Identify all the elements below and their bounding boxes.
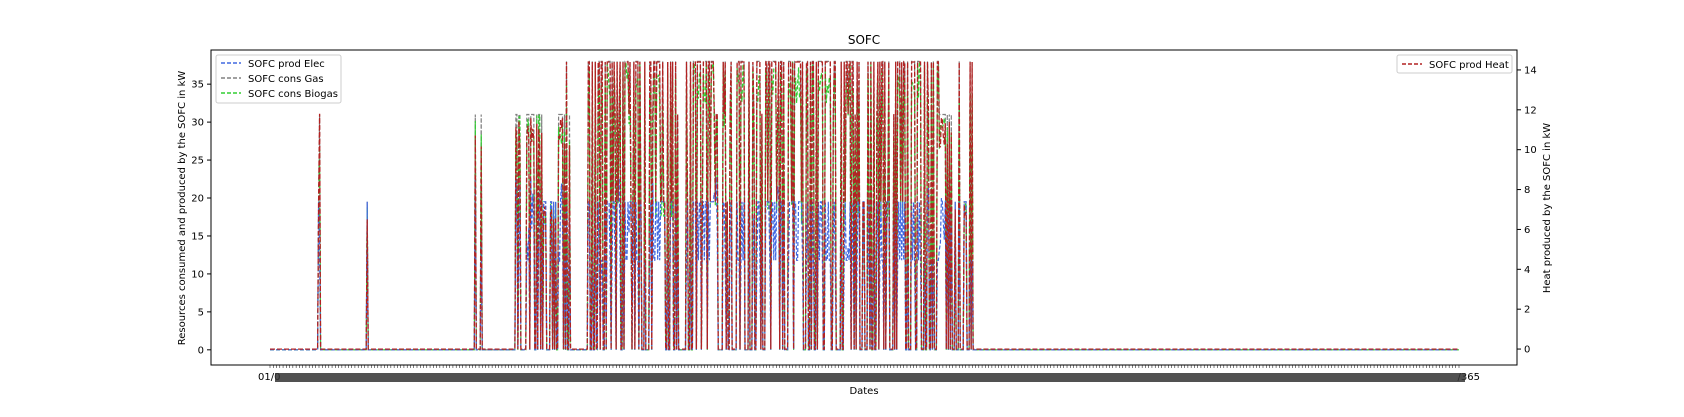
y2-tick-label-7: 14: [1524, 65, 1537, 76]
y2-tick-label-4: 8: [1524, 185, 1530, 196]
y2-tick-label-3: 6: [1524, 225, 1530, 236]
x-axis: 01/0/365: [258, 365, 1480, 383]
y2-axis-title: Heat produced by the SOFC in kW: [1542, 123, 1553, 293]
x-axis-title: Dates: [849, 386, 878, 397]
series-layer: [270, 60, 1459, 351]
y2-tick-label-0: 0: [1524, 345, 1530, 356]
y-tick-label-6: 30: [191, 118, 204, 129]
plot-frame: [210, 49, 1518, 366]
y-tick-label-2: 10: [191, 269, 204, 280]
legend-label-elec: SOFC prod Elec: [248, 59, 325, 70]
x-tick-label-end: /365: [1458, 372, 1480, 383]
series-line-heat: [270, 61, 1459, 350]
y-tick-label-7: 35: [191, 80, 204, 91]
series-line-biogas: [270, 61, 1459, 351]
legend-label-gas: SOFC cons Gas: [248, 74, 324, 85]
y-axis-title: Resources consumed and produced by the S…: [177, 71, 188, 346]
y-tick-label-0: 0: [198, 345, 204, 356]
y-tick-label-5: 25: [191, 156, 204, 167]
y2-tick-label-5: 10: [1524, 145, 1537, 156]
left-axis: 0 5 10 15 20 25 30 35: [191, 80, 211, 356]
y-tick-label-4: 20: [191, 194, 204, 205]
legend-label-biogas: SOFC cons Biogas: [248, 89, 338, 100]
y2-tick-label-2: 4: [1524, 265, 1530, 276]
right-axis: 0 2 4 6 8 10 12 14: [1517, 65, 1537, 356]
y2-tick-label-1: 2: [1524, 305, 1530, 316]
legend-right: SOFC prod Heat: [1396, 54, 1513, 74]
legend-label-heat: SOFC prod Heat: [1429, 60, 1509, 71]
y2-tick-label-6: 12: [1524, 105, 1537, 116]
x-tick-label-start: 01/0: [258, 372, 280, 383]
plot-clip-group: [270, 60, 1459, 351]
legend-left-box: [215, 54, 342, 104]
y-tick-label-1: 5: [198, 307, 204, 318]
legend-left: SOFC prod Elec SOFC cons Gas SOFC cons B…: [215, 54, 342, 104]
y-tick-label-3: 15: [191, 231, 204, 242]
chart-title: SOFC: [848, 33, 880, 47]
x-tick-label-band: [275, 373, 1465, 382]
legend-right-box: [1396, 54, 1513, 74]
